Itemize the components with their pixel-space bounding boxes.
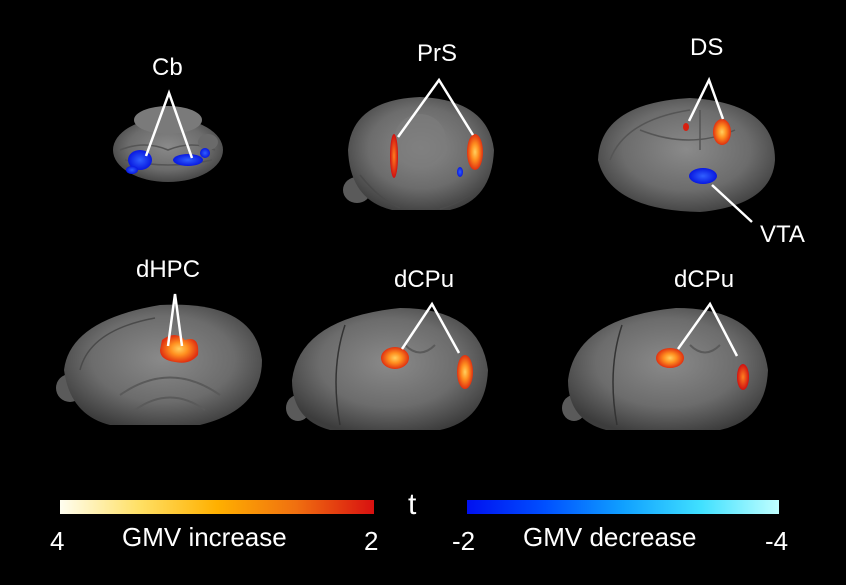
pointer-prs — [396, 77, 475, 138]
blob-ds-right — [713, 119, 731, 145]
blob-dcpu-1-left — [381, 347, 409, 369]
blob-cb-right — [173, 154, 203, 166]
label-cb: Cb — [152, 54, 183, 81]
slice-prs — [343, 77, 494, 210]
brain-slice-ds — [598, 98, 775, 212]
slice-cb — [113, 89, 223, 182]
pointer-dcpu-1 — [400, 301, 461, 354]
blob-dcpu-1-right — [457, 355, 473, 389]
tick-increase-min: 2 — [364, 526, 379, 556]
blob-dcpu-2-right — [737, 364, 749, 390]
caption-increase: GMV increase — [122, 522, 287, 552]
blob-ds-left — [683, 123, 689, 131]
label-vta: VTA — [760, 221, 805, 248]
pointer-dcpu-2 — [676, 301, 739, 357]
pointer-dhpc — [166, 293, 184, 347]
brain-slice-dcpu-2 — [568, 308, 768, 430]
slice-dhpc — [56, 293, 262, 425]
pointer-ds — [687, 76, 725, 122]
label-dhpc: dHPC — [136, 256, 201, 283]
label-dcpu-1: dCPu — [394, 266, 455, 293]
pointer-vta — [711, 184, 753, 223]
tick-decrease-min: -2 — [452, 526, 476, 556]
caption-decrease: GMV decrease — [523, 522, 697, 552]
tick-increase-max: 4 — [50, 526, 65, 556]
stat-symbol-t: t — [408, 488, 417, 521]
tick-decrease-max: -4 — [765, 526, 789, 556]
colorbar-increase — [60, 500, 374, 514]
label-prs: PrS — [417, 40, 458, 67]
slice-dcpu-1 — [286, 301, 488, 430]
label-dcpu-2: dCPu — [674, 266, 735, 293]
blob-dcpu-2-left — [656, 348, 684, 368]
pointer-cb — [144, 89, 194, 159]
label-ds: DS — [690, 34, 724, 61]
blob-prs-left — [390, 134, 398, 178]
colorbar-decrease — [467, 500, 779, 514]
brain-vermis-cb — [134, 106, 202, 134]
blob-vta — [689, 168, 717, 184]
blob-prs-right — [467, 134, 483, 170]
slice-dcpu-2 — [562, 301, 768, 430]
brain-slice-dhpc — [64, 304, 262, 425]
slice-ds — [598, 76, 775, 223]
